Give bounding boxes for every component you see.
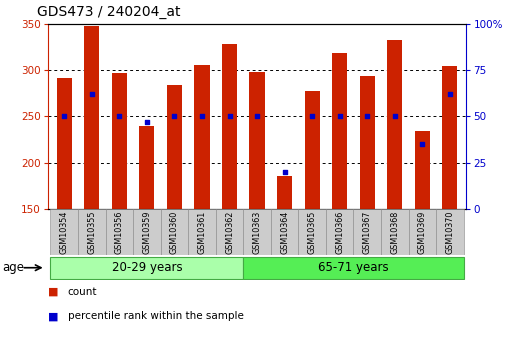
FancyBboxPatch shape bbox=[161, 209, 188, 255]
Text: 65-71 years: 65-71 years bbox=[318, 261, 389, 274]
FancyBboxPatch shape bbox=[436, 209, 464, 255]
Bar bbox=[277, 176, 292, 209]
Point bbox=[143, 119, 151, 125]
Text: GDS473 / 240204_at: GDS473 / 240204_at bbox=[37, 5, 181, 19]
FancyBboxPatch shape bbox=[50, 257, 243, 279]
Bar bbox=[139, 126, 154, 209]
Bar bbox=[305, 91, 320, 209]
Text: GSM10365: GSM10365 bbox=[307, 210, 316, 254]
Point bbox=[115, 114, 123, 119]
Text: ■: ■ bbox=[48, 287, 58, 297]
Bar bbox=[332, 53, 347, 209]
Text: count: count bbox=[68, 287, 98, 297]
FancyBboxPatch shape bbox=[354, 209, 381, 255]
FancyBboxPatch shape bbox=[381, 209, 409, 255]
FancyBboxPatch shape bbox=[271, 209, 298, 255]
Text: GSM10359: GSM10359 bbox=[143, 210, 152, 254]
FancyBboxPatch shape bbox=[50, 209, 78, 255]
Text: GSM10363: GSM10363 bbox=[253, 210, 261, 254]
Bar bbox=[57, 78, 72, 209]
FancyBboxPatch shape bbox=[133, 209, 161, 255]
FancyBboxPatch shape bbox=[243, 257, 464, 279]
Text: 20-29 years: 20-29 years bbox=[111, 261, 182, 274]
Bar bbox=[112, 73, 127, 209]
Text: age: age bbox=[3, 261, 25, 274]
Text: ■: ■ bbox=[48, 311, 58, 321]
Text: GSM10354: GSM10354 bbox=[60, 210, 69, 254]
Point bbox=[87, 91, 96, 97]
Bar bbox=[415, 131, 430, 209]
Text: GSM10366: GSM10366 bbox=[335, 210, 344, 254]
Bar bbox=[167, 85, 182, 209]
Point bbox=[418, 141, 427, 147]
Bar bbox=[443, 66, 457, 209]
Text: GSM10361: GSM10361 bbox=[198, 210, 207, 254]
Point bbox=[198, 114, 206, 119]
Point bbox=[335, 114, 344, 119]
FancyBboxPatch shape bbox=[216, 209, 243, 255]
Bar bbox=[222, 43, 237, 209]
Text: GSM10367: GSM10367 bbox=[363, 210, 372, 254]
Bar bbox=[250, 72, 264, 209]
FancyBboxPatch shape bbox=[188, 209, 216, 255]
Bar bbox=[387, 40, 402, 209]
Bar bbox=[195, 65, 209, 209]
FancyBboxPatch shape bbox=[105, 209, 133, 255]
Point bbox=[253, 114, 261, 119]
Point bbox=[225, 114, 234, 119]
Text: GSM10368: GSM10368 bbox=[390, 210, 399, 254]
Point bbox=[170, 114, 179, 119]
Text: GSM10369: GSM10369 bbox=[418, 210, 427, 254]
Text: GSM10370: GSM10370 bbox=[445, 210, 454, 254]
Point bbox=[391, 114, 399, 119]
FancyBboxPatch shape bbox=[298, 209, 326, 255]
FancyBboxPatch shape bbox=[409, 209, 436, 255]
FancyBboxPatch shape bbox=[243, 209, 271, 255]
Text: GSM10364: GSM10364 bbox=[280, 210, 289, 254]
Text: GSM10362: GSM10362 bbox=[225, 210, 234, 254]
Bar bbox=[360, 76, 375, 209]
Text: percentile rank within the sample: percentile rank within the sample bbox=[68, 311, 244, 321]
Text: GSM10355: GSM10355 bbox=[87, 210, 96, 254]
Text: GSM10356: GSM10356 bbox=[115, 210, 124, 254]
Point bbox=[363, 114, 372, 119]
Point bbox=[280, 169, 289, 175]
FancyBboxPatch shape bbox=[78, 209, 105, 255]
Point bbox=[308, 114, 316, 119]
Bar bbox=[84, 26, 99, 209]
Point bbox=[60, 114, 68, 119]
Point bbox=[446, 91, 454, 97]
FancyBboxPatch shape bbox=[326, 209, 354, 255]
Text: GSM10360: GSM10360 bbox=[170, 210, 179, 254]
